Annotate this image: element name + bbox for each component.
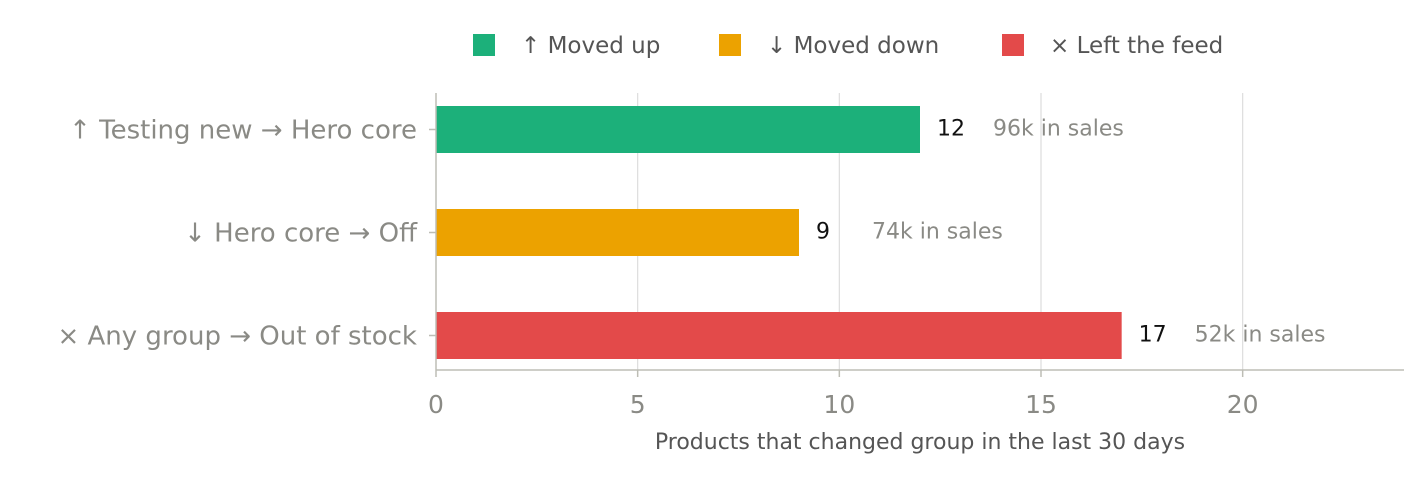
category-label: ↑ Testing new → Hero core (69, 116, 417, 146)
bar (436, 312, 1122, 359)
x-tick-label: 0 (428, 390, 444, 419)
category-label: × Any group → Out of stock (57, 322, 417, 352)
value-label: 9 (816, 220, 830, 245)
annotation-label: 96k in sales (993, 117, 1124, 142)
legend-swatch (473, 34, 495, 56)
category-label: ↓ Hero core → Off (184, 219, 418, 249)
x-tick-label: 5 (630, 390, 646, 419)
legend-swatch (1002, 34, 1024, 56)
bar (436, 209, 799, 256)
x-tick-label: 15 (1025, 390, 1057, 419)
legend-label: ↑ Moved up (521, 33, 660, 59)
annotation-label: 74k in sales (872, 220, 1003, 245)
value-label: 12 (937, 117, 965, 142)
legend-label: ↓ Moved down (767, 33, 939, 59)
legend-swatch (719, 34, 741, 56)
x-tick-label: 20 (1227, 390, 1259, 419)
legend-label: × Left the feed (1050, 33, 1223, 59)
annotation-label: 52k in sales (1195, 323, 1326, 348)
x-axis-label: Products that changed group in the last … (655, 430, 1185, 455)
value-label: 17 (1139, 323, 1167, 348)
x-tick-label: 10 (823, 390, 855, 419)
bar (436, 106, 920, 153)
